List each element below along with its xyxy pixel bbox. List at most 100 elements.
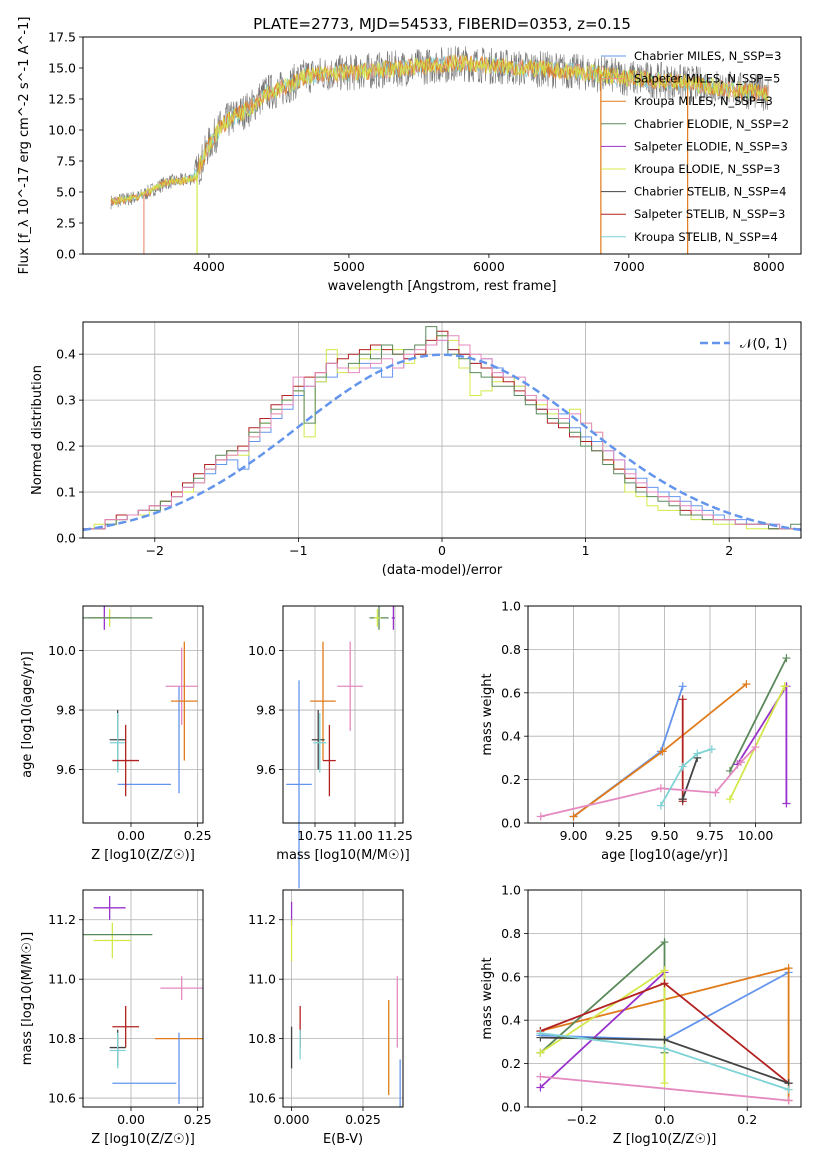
y-tick-label: 10.0: [48, 643, 76, 658]
y-tick-label: 0.0: [56, 247, 76, 262]
axes-frame: [82, 889, 204, 1108]
data-point-marker: [536, 812, 545, 821]
y-tick-label: 0.6: [501, 969, 521, 984]
plot-area: [536, 654, 791, 821]
model-spectrum-line: [110, 54, 769, 206]
grid-lines: [283, 890, 403, 1107]
plot-area: [290, 901, 401, 1107]
data-point-marker: [569, 812, 578, 821]
x-tick-label: 11.00: [337, 828, 373, 843]
x-axis-label: Z [log10(Z/Z☉)]: [91, 1132, 195, 1147]
errorbar-point: [323, 724, 336, 797]
residual-histogram-panel: −2 −1 0 1 2 0.0 0.1 0.2 0.3 0.4 (data-model)/error…: [30, 321, 802, 578]
y-tick-label: 11.0: [48, 972, 76, 987]
data-point-marker: [678, 762, 687, 771]
x-tick-label: −1: [289, 543, 307, 558]
x-tick-label: −2: [146, 543, 164, 558]
spectrum-panel: PLATE=2773, MJD=54533, FIBERID=0353, z=0…: [17, 15, 802, 294]
data-point-marker: [658, 747, 667, 756]
y-axis-label: mass weight: [480, 957, 495, 1039]
data-point-marker: [678, 795, 687, 804]
legend-label: 𝒩(0, 1): [740, 337, 787, 352]
x-tick-label: 1: [582, 543, 590, 558]
errorbar-point: [109, 713, 126, 773]
series-line: [660, 748, 713, 807]
y-tick-label: 7.5: [56, 154, 76, 169]
plot-area: [83, 606, 198, 797]
y-tick-label: 0.0: [501, 816, 521, 831]
legend-label: Chabrier MILES, N_SSP=3: [634, 49, 781, 63]
legend: 𝒩(0, 1): [700, 337, 787, 352]
y-tick-label: 11.2: [248, 912, 276, 927]
x-axis-label: Z [log10(Z/Z☉)]: [91, 848, 195, 863]
errorbar-point: [337, 641, 363, 731]
legend-label: Kroupa MILES, N_SSP=3: [634, 94, 773, 108]
x-tick-label: 9.50: [651, 828, 679, 843]
errorbar-point: [313, 713, 327, 773]
y-tick-label: 1.0: [501, 883, 521, 898]
data-point-marker: [780, 682, 789, 691]
x-tick-label: 0.00: [117, 1112, 145, 1127]
x-tick-label: 10.75: [297, 828, 333, 843]
x-tick-label: 0.0: [655, 1112, 675, 1127]
plot-area: [536, 938, 793, 1105]
plot-area: [83, 326, 801, 532]
errorbar-point: [374, 608, 381, 627]
x-tick-label: 6000: [473, 259, 505, 274]
y-tick-label: 0.2: [501, 772, 521, 787]
y-tick-label: 10.6: [48, 1091, 76, 1106]
x-tick-label: 2: [725, 543, 733, 558]
legend-label: Kroupa ELODIE, N_SSP=3: [634, 162, 780, 176]
y-tick-label: 11.0: [248, 972, 276, 987]
series-line: [681, 757, 699, 800]
series-line: [572, 683, 747, 818]
legend: Chabrier MILES, N_SSP=3 Salpeter MILES, N…: [601, 49, 789, 244]
x-axis-label: age [log10(age/yr)]: [601, 848, 728, 863]
y-tick-label: 1.0: [501, 599, 521, 614]
errorbar-point: [391, 606, 395, 630]
data-point-marker: [707, 745, 716, 754]
histogram-step-line: [83, 335, 801, 530]
series-line: [729, 657, 788, 772]
x-tick-label: 4000: [193, 259, 225, 274]
errorbar-point: [112, 724, 139, 797]
y-tick-label: 9.6: [256, 762, 276, 777]
y-tick-label: 0.4: [501, 729, 521, 744]
data-point-marker: [656, 784, 665, 793]
x-tick-label: 9.75: [696, 828, 724, 843]
errorbar-point: [286, 680, 312, 889]
y-axis-label: Normed distribution: [30, 365, 45, 495]
series-line: [540, 1075, 789, 1102]
x-tick-label: 0.2: [737, 1112, 757, 1127]
data-point-marker: [536, 1029, 545, 1038]
y-tick-label: 0.6: [501, 685, 521, 700]
y-tick-label: 0.4: [56, 347, 76, 362]
data-point-marker: [782, 654, 791, 663]
x-axis-label: mass [log10(M/M☉)]: [276, 848, 409, 863]
y-axis-label: mass [log10(M/M☉)]: [20, 932, 35, 1065]
plot-area: [286, 606, 395, 889]
x-tick-label: −0.2: [567, 1112, 597, 1127]
y-tick-label: 2.5: [56, 216, 76, 231]
errorbar-point: [171, 641, 198, 761]
x-tick-label: 0.25: [184, 1112, 212, 1127]
y-tick-label: 10.0: [248, 643, 276, 658]
series-line: [729, 685, 786, 800]
x-tick-label: 9.00: [560, 828, 588, 843]
x-tick-label: 9.25: [605, 828, 633, 843]
y-tick-label: 10.8: [48, 1031, 76, 1046]
series-line: [736, 683, 788, 804]
plot-area: [110, 45, 769, 254]
y-tick-label: 5.0: [56, 185, 76, 200]
y-tick-label: 0.3: [56, 393, 76, 408]
data-point-marker: [726, 795, 735, 804]
x-tick-label: 11.25: [377, 828, 413, 843]
data-point-marker: [784, 1085, 793, 1094]
legend-label: Salpeter MILES, N_SSP=5: [634, 72, 780, 86]
y-tick-label: 0.8: [501, 642, 521, 657]
y-tick-label: 0.2: [56, 439, 76, 454]
data-point-marker: [742, 680, 751, 689]
mass-weight-vs-age-panel: 9.00 9.25 9.50 9.75 10.00 0.0 0.2 0.4 0.6 0.8 1.0 a…: [480, 599, 802, 863]
data-point-marker: [660, 979, 669, 988]
y-tick-label: 9.8: [56, 703, 76, 718]
